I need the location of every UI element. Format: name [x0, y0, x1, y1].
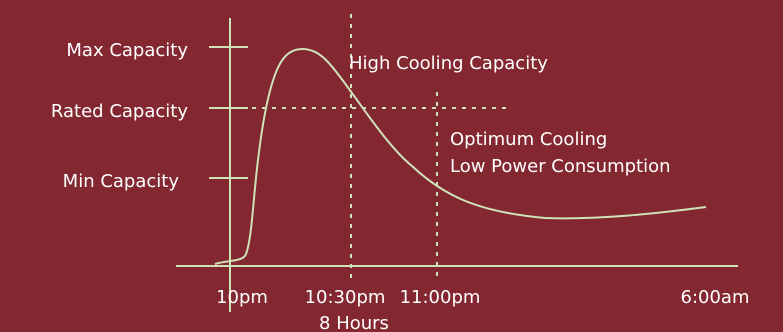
high-cooling-annotation: High Cooling Capacity [349, 53, 548, 74]
optimum-cooling-annotation: Optimum Cooling [450, 129, 607, 150]
time-label-6am: 6:00am [681, 287, 750, 308]
low-power-annotation: Low Power Consumption [450, 156, 671, 177]
duration-label: 8 Hours [319, 313, 389, 332]
time-label-1030pm: 10:30pm [305, 287, 386, 308]
time-label-1100pm: 11:00pm [400, 287, 481, 308]
max-capacity-label: Max Capacity [66, 40, 188, 61]
capacity-curve [214, 48, 707, 265]
time-label-10pm: 10pm [216, 287, 268, 308]
min-capacity-label: Min Capacity [63, 171, 180, 192]
rated-capacity-label: Rated Capacity [51, 101, 188, 122]
